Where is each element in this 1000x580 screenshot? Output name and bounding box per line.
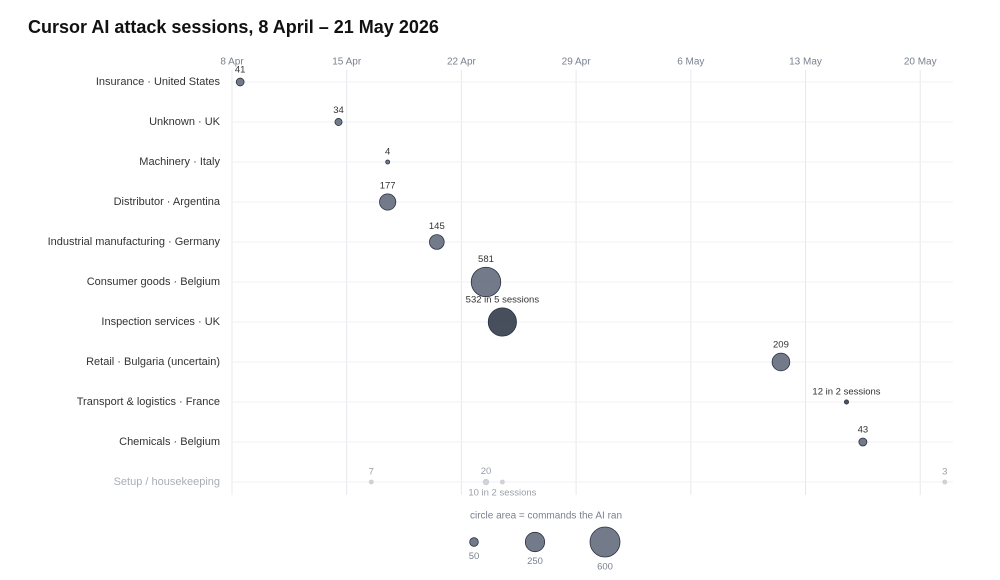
legend-bubble	[469, 537, 479, 547]
value-label: 209	[773, 340, 789, 351]
bubble	[470, 266, 502, 298]
row-label: Setup / housekeeping	[114, 476, 220, 488]
row-label: Machinery · Italy	[139, 156, 220, 168]
bubble	[843, 399, 850, 405]
row-label: Industrial manufacturing · Germany	[48, 236, 221, 248]
bubble	[368, 479, 374, 485]
bubble	[942, 479, 948, 485]
legend-bubble	[589, 526, 621, 558]
value-label: 581	[478, 254, 494, 265]
value-label: 41	[235, 65, 246, 76]
legend-title: circle area = commands the AI ran	[470, 511, 622, 522]
x-tick-label: 6 May	[677, 57, 704, 68]
value-label: 177	[380, 180, 396, 191]
row-label: Insurance · United States	[96, 76, 221, 88]
row-label: Consumer goods · Belgium	[87, 276, 220, 288]
bubble	[487, 307, 517, 337]
bubble	[379, 193, 397, 211]
x-tick-label: 15 Apr	[332, 57, 362, 68]
bubble	[482, 478, 490, 486]
bubble	[429, 234, 445, 250]
value-label: 145	[429, 221, 445, 232]
legend-bubble	[524, 531, 546, 553]
value-label: 12 in 2 sessions	[812, 386, 880, 397]
x-tick-label: 20 May	[904, 57, 937, 68]
x-tick-label: 29 Apr	[562, 57, 592, 68]
bubble	[771, 352, 791, 372]
x-tick-label: 13 May	[789, 57, 822, 68]
legend-label: 50	[469, 551, 480, 562]
row-label: Chemicals · Belgium	[119, 436, 220, 448]
legend-label: 600	[597, 562, 613, 573]
bubble	[334, 118, 343, 126]
value-label: 43	[858, 425, 869, 436]
row-label: Inspection services · UK	[101, 316, 220, 328]
value-label: 3	[942, 467, 947, 478]
chart-title: Cursor AI attack sessions, 8 April – 21 …	[28, 17, 439, 37]
row-label: Unknown · UK	[149, 116, 221, 128]
bubble	[235, 77, 245, 87]
bubble	[858, 437, 868, 447]
value-label: 532 in 5 sessions	[466, 294, 540, 305]
value-label: 7	[369, 467, 374, 478]
row-label: Distributor · Argentina	[114, 196, 221, 208]
x-tick-label: 8 Apr	[220, 57, 244, 68]
row-label: Transport & logistics · France	[77, 396, 220, 408]
x-tick-label: 22 Apr	[447, 57, 477, 68]
bubble	[499, 479, 505, 485]
legend-label: 250	[527, 556, 543, 567]
value-label: 20	[481, 466, 492, 477]
row-label: Retail · Bulgaria (uncertain)	[86, 356, 220, 368]
bubble	[385, 159, 391, 165]
value-label: 10 in 2 sessions	[468, 488, 536, 499]
value-label: 4	[385, 147, 390, 158]
value-label: 34	[333, 105, 344, 116]
